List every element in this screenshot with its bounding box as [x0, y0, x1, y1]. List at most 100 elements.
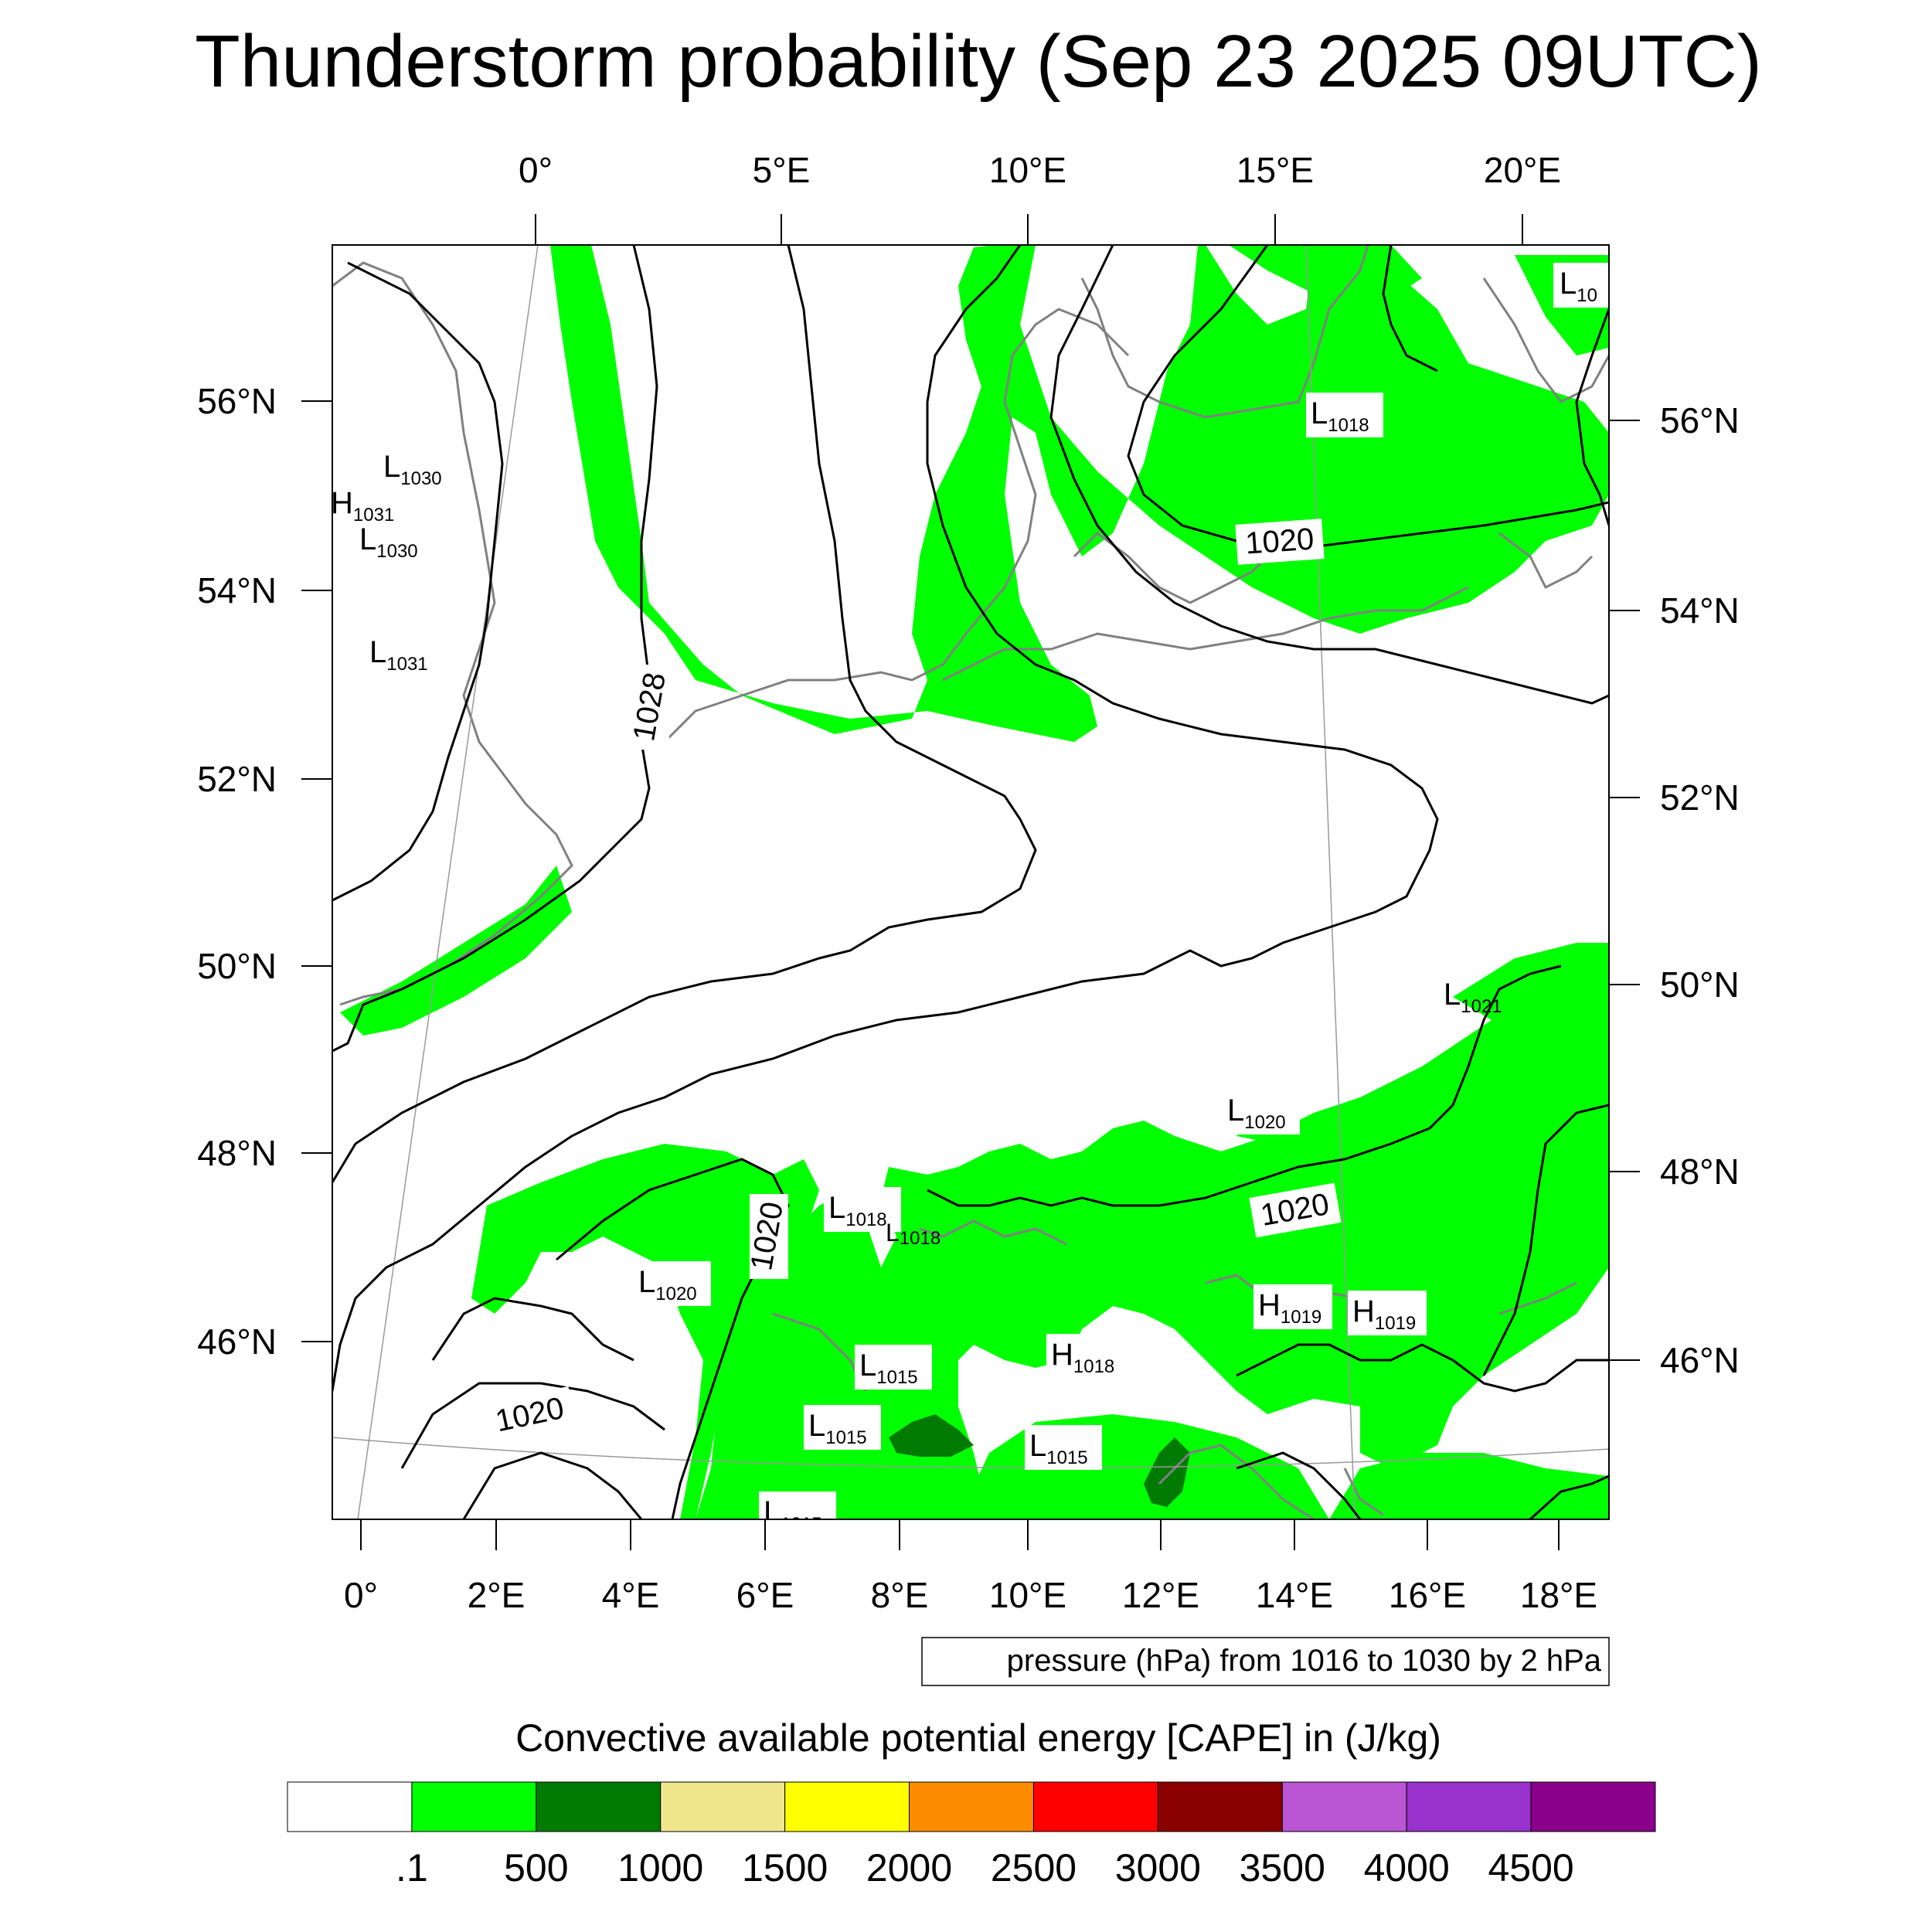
svg-text:6°E: 6°E [736, 1575, 794, 1615]
isobar-label-1020-north: 1020 [1235, 519, 1325, 565]
svg-text:L1015: L1015 [764, 1495, 822, 1535]
pressure-center-l1020-east: L1020 [1223, 1090, 1300, 1134]
svg-text:54°N: 54°N [197, 570, 277, 611]
pressure-center-l1018-north: L1018 [1306, 393, 1383, 437]
pressure-center-l1018-central: L1018 [824, 1187, 901, 1232]
svg-text:pressure (hPa) from 1016 to 10: pressure (hPa) from 1016 to 1030 by 2 hP… [1007, 1644, 1602, 1678]
svg-text:H1018: H1018 [1051, 1338, 1114, 1377]
left-lat-labels: 56°N 54°N 52°N 50°N 48°N 46°N [197, 381, 277, 1362]
svg-text:14°E: 14°E [1256, 1575, 1333, 1615]
svg-text:0°: 0° [344, 1575, 378, 1615]
svg-text:16°E: 16°E [1389, 1575, 1466, 1615]
svg-text:L1020: L1020 [638, 1265, 697, 1304]
svg-text:50°N: 50°N [197, 946, 277, 986]
svg-text:H1031: H1031 [331, 486, 394, 526]
figure-title: Thunderstorm probability (Sep 23 2025 09… [195, 20, 1762, 103]
svg-text:L10: L10 [1560, 267, 1597, 306]
pressure-center-l1021: L1021 [1444, 978, 1502, 1017]
pressure-center-l1030-a: L1030 [383, 450, 442, 489]
colorbar [287, 1781, 1656, 1832]
pressure-center-h1018: H1018 [1046, 1334, 1127, 1379]
pressure-center-l1030-b: L1030 [359, 522, 418, 562]
colorbar-tick-label: .1 [396, 1846, 428, 1889]
colorbar-swatch [1157, 1781, 1283, 1832]
colorbar-tick-label: 4500 [1488, 1846, 1573, 1889]
svg-text:L1015: L1015 [859, 1349, 918, 1388]
svg-text:L1018: L1018 [1311, 396, 1369, 436]
svg-text:L1015: L1015 [1029, 1429, 1088, 1468]
colorbar-tick-label: 1000 [617, 1846, 703, 1889]
pressure-center-h1019-a: H1019 [1253, 1284, 1332, 1329]
pressure-center-h1019-b: H1019 [1348, 1291, 1427, 1335]
svg-text:46°N: 46°N [1660, 1340, 1740, 1380]
svg-text:46°N: 46°N [197, 1321, 277, 1362]
colorbar-swatch [784, 1781, 910, 1832]
cape-field-dark-green [889, 1414, 1190, 1507]
svg-text:L1031: L1031 [369, 635, 428, 675]
svg-text:2°E: 2°E [468, 1575, 526, 1615]
svg-text:H1019: H1019 [1258, 1288, 1321, 1328]
colorbar-labels: .1 500 1000 1500 2000 2500 3000 3500 4000 4500 [396, 1846, 1574, 1889]
svg-text:56°N: 56°N [197, 381, 277, 421]
svg-text:L1015: L1015 [808, 1409, 867, 1448]
bottom-lon-axis [360, 1519, 1560, 1550]
colorbar-tick-label: 2000 [866, 1846, 952, 1889]
svg-text:12°E: 12°E [1122, 1575, 1199, 1615]
colorbar-swatch [411, 1781, 537, 1832]
svg-text:10°E: 10°E [989, 1575, 1066, 1615]
svg-text:0°: 0° [519, 150, 553, 190]
svg-text:54°N: 54°N [1660, 590, 1740, 631]
svg-text:56°N: 56°N [1660, 400, 1740, 440]
svg-text:48°N: 48°N [1660, 1151, 1740, 1192]
top-lon-labels: 0° 5°E 10°E 15°E 20°E [519, 150, 1561, 190]
colorbar-tick-label: 2500 [991, 1846, 1077, 1889]
left-lat-axis [301, 400, 332, 1342]
isobar-label-1028: 1028 [627, 665, 672, 750]
colorbar-swatch [909, 1781, 1034, 1832]
isobar-label-1020-east: 1020 [1249, 1182, 1342, 1238]
top-lon-axis [535, 214, 1523, 245]
pressure-center-l1018-small: L1018 [886, 1219, 940, 1249]
svg-text:52°N: 52°N [1660, 777, 1740, 818]
right-lat-axis [1609, 420, 1640, 1361]
coastlines [332, 245, 1609, 1519]
isobar-label-1020-southwest: 1020 [483, 1386, 577, 1444]
colorbar-swatch [536, 1781, 662, 1832]
svg-text:8°E: 8°E [871, 1575, 929, 1615]
pressure-center-l1031: L1031 [369, 635, 428, 675]
map-frame [332, 244, 1610, 1520]
svg-text:10°E: 10°E [989, 150, 1066, 190]
svg-text:15°E: 15°E [1236, 150, 1314, 190]
svg-text:48°N: 48°N [197, 1133, 277, 1173]
colorbar-tick-label: 4000 [1364, 1846, 1450, 1889]
colorbar-swatch [660, 1781, 786, 1832]
svg-text:L1018: L1018 [886, 1219, 940, 1249]
svg-text:L1030: L1030 [359, 522, 418, 562]
contour-info-box: pressure (hPa) from 1016 to 1030 by 2 hP… [921, 1637, 1610, 1686]
pressure-center-l1015-d: L1015 [759, 1492, 836, 1535]
svg-text:L1020: L1020 [1227, 1094, 1286, 1133]
colorbar-tick-label: 500 [504, 1846, 568, 1889]
map-panel: 1028 1020 1020 1020 1020 L1030 H1031 L10… [331, 245, 1609, 1535]
bottom-lon-labels: 0° 2°E 4°E 6°E 8°E 10°E 12°E 14°E 16°E 1… [344, 1575, 1597, 1615]
colorbar-tick-label: 1500 [742, 1846, 828, 1889]
colorbar-swatch [1406, 1781, 1532, 1832]
svg-text:1020: 1020 [1244, 522, 1315, 561]
colorbar-swatch [1530, 1781, 1656, 1832]
colorbar-tick-label: 3500 [1240, 1846, 1325, 1889]
svg-text:L1030: L1030 [383, 450, 442, 489]
pressure-center-l1015-b: L1015 [804, 1405, 881, 1450]
svg-text:H1019: H1019 [1352, 1294, 1416, 1334]
right-lat-labels: 56°N 54°N 52°N 50°N 48°N 46°N [1660, 400, 1740, 1380]
colorbar-swatch [287, 1781, 413, 1832]
colorbar-title: Convective available potential energy [C… [515, 1716, 1441, 1760]
isobar-label-1020-central: 1020 [744, 1194, 790, 1279]
colorbar-tick-label: 3000 [1115, 1846, 1201, 1889]
pressure-center-l1015-a: L1015 [855, 1345, 932, 1389]
pressure-center-h1031: H1031 [331, 486, 394, 526]
colorbar-swatch [1281, 1781, 1407, 1832]
pressure-center-l10-edge: L10 [1553, 263, 1609, 308]
svg-text:L1018: L1018 [828, 1191, 887, 1230]
svg-text:18°E: 18°E [1520, 1575, 1597, 1615]
